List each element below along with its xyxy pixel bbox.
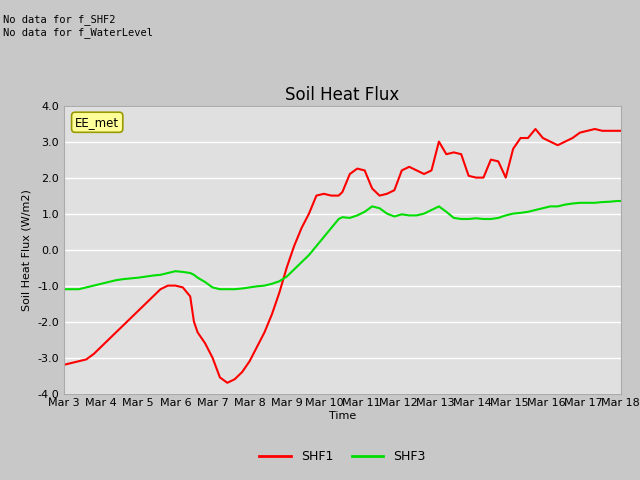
Text: EE_met: EE_met <box>75 116 119 129</box>
Text: No data for f_SHF2
No data for f_WaterLevel: No data for f_SHF2 No data for f_WaterLe… <box>3 14 153 38</box>
Y-axis label: Soil Heat Flux (W/m2): Soil Heat Flux (W/m2) <box>22 189 32 311</box>
X-axis label: Time: Time <box>329 411 356 421</box>
Legend: SHF1, SHF3: SHF1, SHF3 <box>254 445 430 468</box>
Title: Soil Heat Flux: Soil Heat Flux <box>285 86 399 104</box>
